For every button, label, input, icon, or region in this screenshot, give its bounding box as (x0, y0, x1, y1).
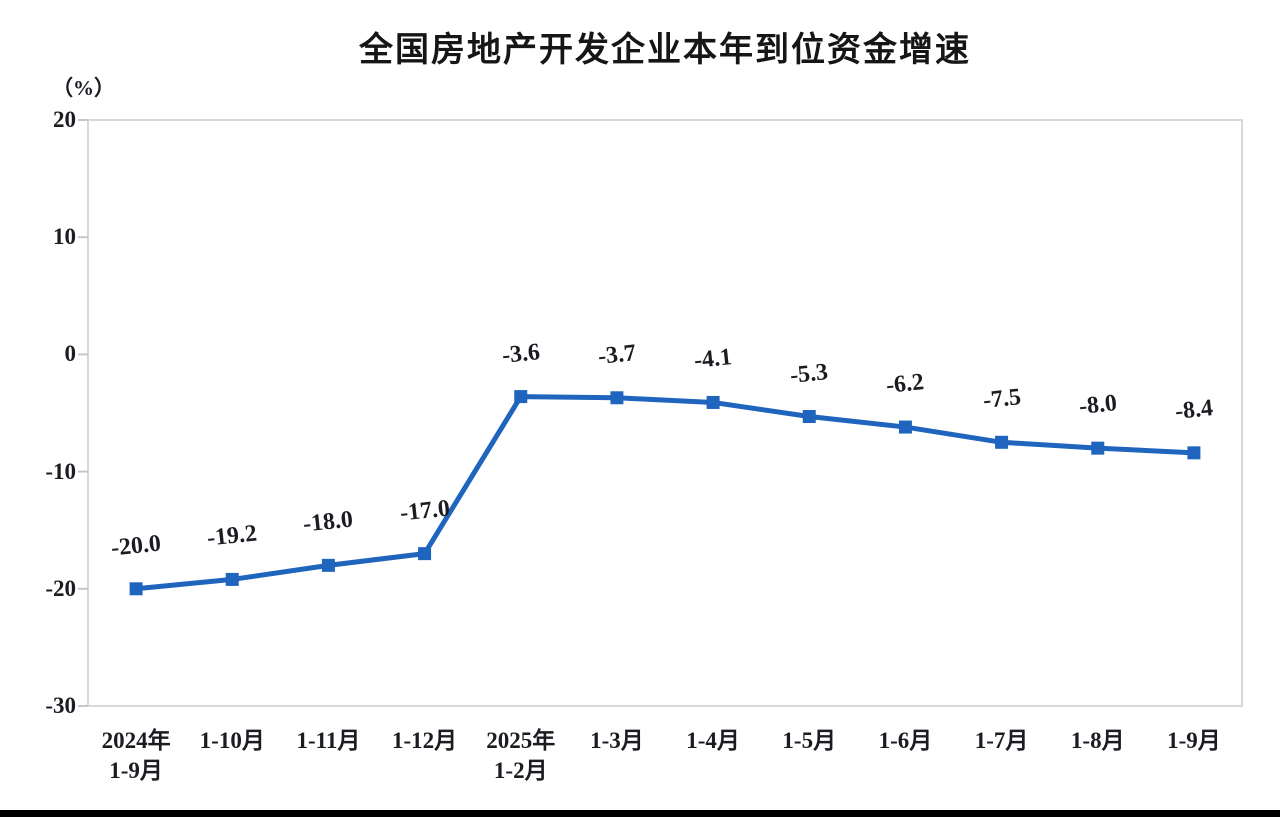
data-point-label: -4.1 (692, 344, 734, 375)
x-tick-label: 1-9月 (1167, 728, 1221, 753)
data-point-marker (225, 572, 239, 586)
x-tick-label: 1-4月 (686, 728, 740, 753)
data-point-label: -3.7 (596, 339, 638, 370)
y-tick-label: 0 (64, 341, 77, 367)
data-point-marker (514, 390, 528, 404)
x-tick-label: 1-8月 (1070, 728, 1125, 753)
data-point-label: -20.0 (109, 530, 163, 562)
x-tick-label: 1-6月 (878, 728, 933, 753)
x-tick-label: 1-3月 (590, 728, 644, 753)
data-series-line (135, 394, 1195, 592)
data-point-label: -3.6 (500, 338, 542, 369)
data-point-marker (321, 558, 335, 572)
x-tick-label: 2024年 1-9月 (101, 728, 171, 783)
y-tick-label: 10 (53, 224, 76, 250)
data-point-label: -17.0 (398, 495, 451, 527)
data-point-marker (802, 410, 816, 424)
y-tick-label: -30 (45, 693, 76, 718)
data-point-label: -6.2 (885, 369, 926, 399)
x-tick-label: 1-12月 (391, 728, 458, 753)
data-point-marker (418, 547, 432, 561)
y-tick-label: -20 (45, 575, 76, 601)
x-tick-label: 1-10月 (199, 728, 265, 753)
y-tick-label: -10 (45, 458, 76, 484)
data-point-label: -8.4 (1173, 394, 1215, 425)
data-point-marker (995, 435, 1009, 449)
x-tick-label: 1-5月 (782, 728, 837, 753)
x-tick-label: 2025年 1-2月 (486, 728, 556, 783)
data-point-marker (1091, 441, 1105, 455)
data-point-marker (610, 391, 624, 405)
data-point-marker (898, 420, 912, 434)
page-bottom-rule (0, 810, 1280, 817)
data-point-label: -18.0 (302, 506, 355, 538)
y-tick-label: 20 (53, 107, 76, 132)
x-tick-label: 1-7月 (974, 728, 1029, 753)
y-axis-unit-label: （%） (52, 76, 115, 100)
data-point-label: -7.5 (981, 384, 1022, 415)
data-point-label: -8.0 (1077, 390, 1119, 421)
data-point-marker (129, 582, 143, 596)
data-point-label: -5.3 (788, 358, 830, 389)
x-tick-label: 1-11月 (296, 728, 361, 753)
plot-border (87, 119, 1243, 707)
data-point-label: -19.2 (206, 520, 259, 552)
chart-title: 全国房地产开发企业本年到位资金增速 (359, 31, 971, 69)
data-point-marker (1187, 446, 1201, 460)
data-point-marker (706, 395, 720, 409)
